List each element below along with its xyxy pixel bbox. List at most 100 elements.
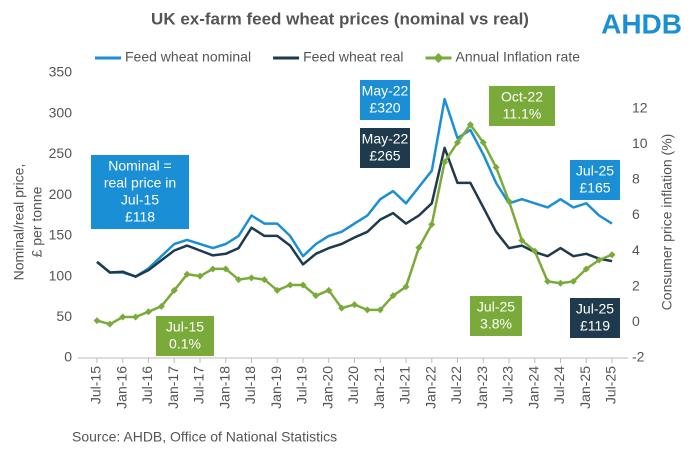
y2-axis-label: Consumer price inflation (%) [659,134,675,311]
x-tick-label: Jul-24 [551,366,567,404]
annotation: Jul-25£119 [570,298,620,338]
legend-item: Annual Inflation rate [425,49,580,65]
annotation: Jul-253.8% [470,296,522,336]
marker [544,277,552,285]
annotation-text: Jul-15 [121,192,159,208]
x-tick-label: Jul-17 [191,366,207,404]
y-axis-label: Nominal/real price, [11,164,27,281]
x-tick-label: Jan-16 [113,366,129,409]
marker [518,236,526,244]
marker [209,265,217,273]
marker [157,302,165,310]
y-tick-label: 0 [64,349,72,365]
source: Source: AHDB, Office of National Statist… [72,429,337,445]
marker [286,281,294,289]
annotation-text: Jul-25 [576,163,614,179]
y2-tick-label: 4 [632,242,640,258]
annotation-box [570,160,620,200]
y-tick-label: 50 [56,308,72,324]
y2-tick-label: 2 [632,277,640,293]
x-tick-label: Jul-21 [397,366,413,404]
annotation-box [570,298,620,338]
y2-tick-label: 6 [632,206,640,222]
annotation-text: Jul-15 [166,319,204,335]
x-tick-label: Jan-17 [165,366,181,409]
annotation-text: Oct-22 [501,89,543,105]
y2-tick-label: 8 [632,171,640,187]
series-line [96,97,613,278]
marker [273,286,281,294]
marker [492,163,500,171]
legend-marker [433,53,444,63]
legend-item: Feed wheat nominal [95,49,251,65]
annotation: Jul-25£165 [570,160,620,200]
marker [106,320,114,328]
logo: AHDB [601,8,682,39]
marker [415,244,423,252]
annotation: May-22£265 [360,128,410,168]
x-tick-label: Jul-15 [88,366,104,404]
annotation-text: May-22 [362,83,409,99]
x-tick-label: Jul-16 [139,366,155,404]
x-tick-label: Jul-23 [500,366,516,404]
marker [428,220,436,228]
y-tick-label: 250 [49,145,73,161]
x-tick-label: Jul-18 [242,366,258,404]
x-tick-label: Jan-25 [577,366,593,409]
annotation-text: Jul-25 [576,301,614,317]
marker [557,279,564,287]
marker [454,138,461,146]
marker [531,247,539,255]
legend-item: Feed wheat real [273,49,403,65]
y2-tick-label: 12 [632,99,648,115]
marker [595,256,603,264]
marker [389,292,397,300]
x-tick-label: Jan-19 [268,366,284,409]
marker [222,265,230,273]
marker [479,138,487,146]
x-tick-label: Jan-23 [474,366,490,409]
annotation-text: £320 [369,100,400,116]
marker [466,121,474,129]
annotation-text: Jul-25 [477,299,515,315]
y-tick-label: 100 [49,267,73,283]
annotation-box [360,128,410,168]
annotation-box [91,155,189,229]
annotation-text: 0.1% [169,336,201,352]
annotation-box [156,316,214,356]
annotation-text: 11.1% [503,106,542,122]
x-tick-label: Jan-18 [216,366,232,409]
marker [248,274,255,282]
marker [363,306,371,314]
marker [145,308,152,316]
x-tick-label: Jan-22 [422,366,438,409]
x-tick-label: Jul-25 [603,366,619,404]
y-tick-label: 200 [49,186,73,202]
marker [93,317,101,325]
marker [376,306,384,314]
legend-label: Annual Inflation rate [455,49,580,65]
annotation-text: £119 [580,318,610,334]
y-tick-label: 150 [49,227,73,243]
series-line [96,146,613,278]
marker [196,272,204,280]
marker [260,276,268,284]
annotation: May-22£320 [360,80,410,120]
x-tick-label: Jul-19 [294,366,310,404]
marker [338,304,346,312]
marker [505,197,513,205]
x-tick-label: Jul-22 [448,366,464,404]
annotation: Jul-150.1% [156,316,214,356]
marker [608,251,616,259]
marker [325,286,333,294]
y2-tick-label: -2 [632,349,645,365]
marker [402,283,410,291]
annotation-text: £165 [579,180,610,196]
marker [183,270,191,278]
marker [299,281,307,289]
marker [582,265,590,273]
legend-label: Feed wheat nominal [125,49,251,65]
annotation-text: May-22 [362,131,409,147]
marker [312,292,320,300]
